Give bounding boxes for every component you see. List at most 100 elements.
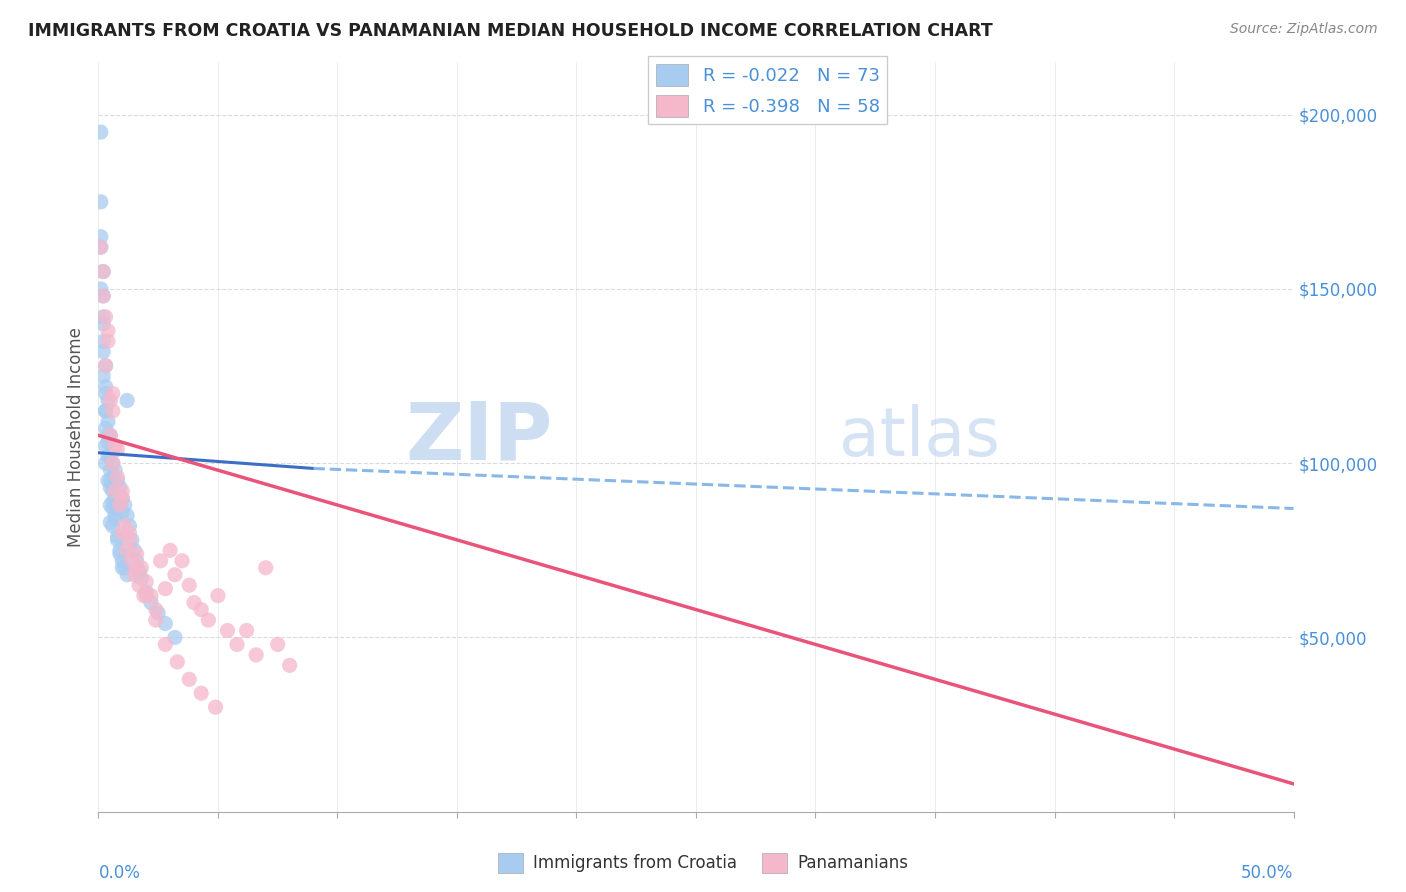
- Point: [91, 289, 114, 303]
- Point: [179, 673, 201, 687]
- Point: [111, 525, 134, 540]
- Point: [124, 567, 146, 582]
- Point: [90, 240, 112, 254]
- Point: [278, 658, 301, 673]
- Point: [98, 428, 122, 442]
- Point: [115, 567, 138, 582]
- Point: [97, 474, 120, 488]
- Point: [190, 602, 212, 616]
- Point: [91, 369, 114, 384]
- Point: [118, 533, 141, 547]
- Point: [90, 282, 112, 296]
- Point: [101, 456, 124, 470]
- Legend: R = -0.022   N = 73, R = -0.398   N = 58: R = -0.022 N = 73, R = -0.398 N = 58: [648, 56, 887, 124]
- Point: [107, 501, 129, 516]
- Point: [145, 602, 167, 616]
- Point: [91, 264, 114, 278]
- Point: [267, 637, 290, 651]
- Point: [94, 359, 117, 373]
- Point: [108, 543, 131, 558]
- Point: [108, 498, 131, 512]
- Point: [94, 439, 117, 453]
- Point: [97, 435, 120, 450]
- Point: [125, 554, 148, 568]
- Point: [125, 561, 148, 575]
- Text: 0.0%: 0.0%: [98, 864, 141, 882]
- Point: [155, 637, 177, 651]
- Point: [111, 561, 134, 575]
- Point: [149, 554, 172, 568]
- Point: [97, 414, 120, 428]
- Point: [91, 289, 114, 303]
- Point: [94, 386, 117, 401]
- Point: [131, 561, 153, 575]
- Point: [94, 421, 117, 435]
- Point: [101, 519, 124, 533]
- Point: [98, 393, 122, 408]
- Point: [135, 585, 157, 599]
- Point: [107, 529, 129, 543]
- Point: [217, 624, 239, 638]
- Point: [94, 456, 117, 470]
- Point: [90, 194, 112, 209]
- Point: [104, 484, 127, 499]
- Text: 50.0%: 50.0%: [1241, 864, 1294, 882]
- Point: [197, 613, 219, 627]
- Point: [245, 648, 267, 662]
- Point: [121, 554, 143, 568]
- Point: [135, 574, 157, 589]
- Point: [98, 498, 122, 512]
- Point: [163, 567, 186, 582]
- Point: [91, 334, 114, 349]
- Point: [179, 578, 201, 592]
- Point: [101, 386, 124, 401]
- Point: [98, 463, 122, 477]
- Point: [125, 547, 148, 561]
- Point: [183, 596, 205, 610]
- Point: [111, 491, 134, 505]
- Point: [114, 561, 136, 575]
- Point: [139, 596, 162, 610]
- Point: [94, 310, 117, 324]
- Point: [91, 264, 114, 278]
- Point: [90, 240, 112, 254]
- Point: [148, 606, 170, 620]
- Point: [97, 428, 120, 442]
- Point: [145, 613, 167, 627]
- Point: [97, 449, 120, 463]
- Point: [107, 442, 129, 457]
- Point: [104, 494, 127, 508]
- Text: Source: ZipAtlas.com: Source: ZipAtlas.com: [1230, 22, 1378, 37]
- Y-axis label: Median Household Income: Median Household Income: [66, 327, 84, 547]
- Point: [163, 631, 186, 645]
- Point: [90, 229, 112, 244]
- Text: IMMIGRANTS FROM CROATIA VS PANAMANIAN MEDIAN HOUSEHOLD INCOME CORRELATION CHART: IMMIGRANTS FROM CROATIA VS PANAMANIAN ME…: [28, 22, 993, 40]
- Point: [204, 700, 226, 714]
- Point: [101, 456, 124, 470]
- Point: [115, 508, 138, 523]
- Point: [190, 686, 212, 700]
- Point: [101, 501, 124, 516]
- Point: [101, 470, 124, 484]
- Point: [207, 589, 229, 603]
- Point: [104, 512, 127, 526]
- Point: [94, 404, 117, 418]
- Point: [97, 334, 120, 349]
- Point: [97, 324, 120, 338]
- Point: [118, 525, 141, 540]
- Point: [111, 491, 134, 505]
- Point: [115, 543, 138, 558]
- Point: [124, 543, 146, 558]
- Point: [107, 470, 129, 484]
- Point: [135, 589, 157, 603]
- Text: atlas: atlas: [839, 404, 1000, 470]
- Point: [108, 498, 131, 512]
- Legend: Immigrants from Croatia, Panamanians: Immigrants from Croatia, Panamanians: [491, 847, 915, 880]
- Point: [94, 404, 117, 418]
- Point: [101, 404, 124, 418]
- Point: [115, 393, 138, 408]
- Point: [107, 533, 129, 547]
- Point: [98, 516, 122, 530]
- Point: [155, 616, 177, 631]
- Point: [108, 547, 131, 561]
